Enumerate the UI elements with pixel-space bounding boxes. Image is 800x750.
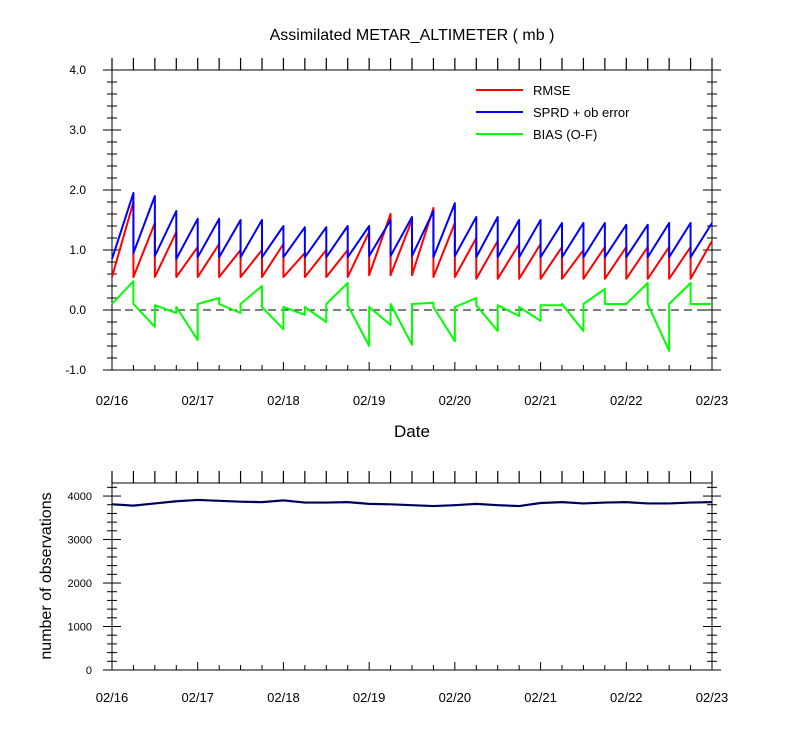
x-tick-label: 02/18 <box>267 393 300 408</box>
bottom-panel: 02/16 02/17 02/18 02/19 02/20 02/21 02/22 02/23… <box>38 471 728 705</box>
x-tick-label: 02/19 <box>353 690 386 705</box>
x-tick-label: 02/16 <box>96 393 129 408</box>
x-tick-label: 02/23 <box>696 690 729 705</box>
y-tick-label: -1.0 <box>65 363 86 377</box>
legend-label: RMSE <box>533 83 571 98</box>
series-sprd-ob-error <box>111 192 713 260</box>
top-axis-ticks <box>103 58 721 371</box>
top-x-tick-labels: 02/16 02/17 02/18 02/19 02/20 02/21 02/22 02/23 <box>96 393 729 408</box>
top-series-group <box>111 192 713 352</box>
bottom-plot-frame <box>111 482 713 671</box>
x-tick-label: 02/19 <box>353 393 386 408</box>
x-tick-label: 02/16 <box>96 690 129 705</box>
bottom-series-group <box>111 498 713 508</box>
y-tick-label: 4000 <box>68 491 92 503</box>
x-tick-label: 02/20 <box>439 393 472 408</box>
y-tick-label: 1000 <box>68 622 92 634</box>
x-tick-label: 02/22 <box>610 690 643 705</box>
top-y-tick-labels: -1.0 0.0 1.0 2.0 3.0 4.0 <box>65 63 86 377</box>
x-tick-label: 02/20 <box>439 690 472 705</box>
x-tick-label: 02/18 <box>267 690 300 705</box>
x-tick-label: 02/23 <box>696 393 729 408</box>
x-tick-label: 02/21 <box>524 690 557 705</box>
legend: RMSE SPRD + ob error BIAS (O-F) <box>476 83 630 142</box>
legend-label: SPRD + ob error <box>533 105 630 120</box>
legend-label: BIAS (O-F) <box>533 127 597 142</box>
y-tick-label: 2000 <box>68 578 92 590</box>
bottom-y-tick-labels: 0 1000 2000 3000 4000 <box>68 491 92 677</box>
x-tick-label: 02/17 <box>181 690 214 705</box>
y-tick-label: 1.0 <box>69 243 86 257</box>
y-tick-label: 2.0 <box>69 183 86 197</box>
x-axis-label: Date <box>394 422 430 441</box>
chart-title: Assimilated METAR_ALTIMETER ( mb ) <box>270 27 555 44</box>
bottom-x-tick-labels: 02/16 02/17 02/18 02/19 02/20 02/21 02/22 02/23 <box>96 690 729 705</box>
bottom-axis-ticks <box>103 471 721 671</box>
x-tick-label: 02/22 <box>610 393 643 408</box>
top-panel: Assimilated METAR_ALTIMETER ( mb ) 02/16… <box>65 27 728 441</box>
y-axis-label-observations: number of observations <box>38 492 55 659</box>
x-tick-label: 02/21 <box>524 393 557 408</box>
x-tick-label: 02/17 <box>181 393 214 408</box>
y-tick-label: 3.0 <box>69 123 86 137</box>
series-observation-count-dashed <box>111 499 713 507</box>
series-bias-o-f <box>111 280 712 352</box>
y-tick-label: 0.0 <box>69 303 86 317</box>
y-tick-label: 0 <box>86 665 92 677</box>
y-tick-label: 4.0 <box>69 63 86 77</box>
y-tick-label: 3000 <box>68 535 92 547</box>
